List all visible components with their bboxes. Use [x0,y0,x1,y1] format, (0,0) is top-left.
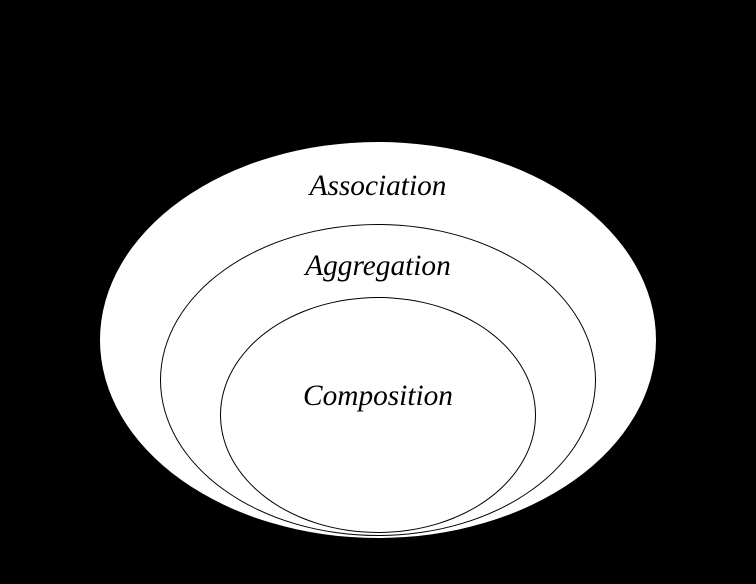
aggregation-label: Aggregation [305,250,451,283]
composition-ellipse [220,297,536,533]
diagram-canvas: Association Aggregation Composition [0,0,756,584]
composition-label: Composition [303,380,453,413]
association-label: Association [310,170,447,203]
